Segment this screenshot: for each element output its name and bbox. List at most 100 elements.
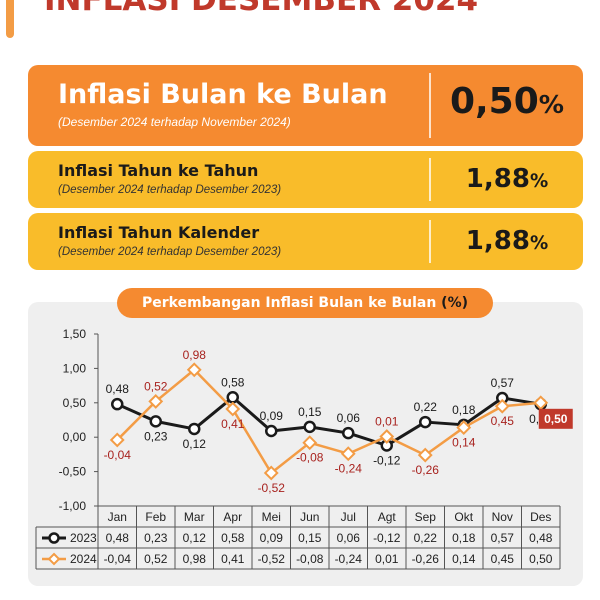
x-category-label: Apr <box>223 510 242 524</box>
card-value-number: 1,88 <box>465 226 530 256</box>
series-2023-table-value: -0,12 <box>373 531 401 545</box>
series-2023-data-label: 0,57 <box>491 376 515 390</box>
card-subtitle: (Desember 2024 terhadap November 2024) <box>58 115 291 129</box>
title-accent-bar <box>6 0 14 38</box>
series-2023-line <box>116 395 541 447</box>
y-tick-label: 0,00 <box>63 430 87 444</box>
series-2023-table-value: 0,48 <box>529 531 553 545</box>
series-2023-table-value: 0,22 <box>414 531 438 545</box>
card-value-unit: % <box>538 90 565 119</box>
series-2024-data-label: 0,14 <box>452 436 476 450</box>
card-subtitle: (Desember 2024 terhadap Desember 2023) <box>58 184 282 196</box>
series-2024-data-label: 0,45 <box>491 414 515 428</box>
series-2024-point <box>109 432 125 448</box>
series-2023-table-value: 0,18 <box>452 531 476 545</box>
y-tick-label: 0,50 <box>63 396 87 410</box>
series-2023-table-value: 0,58 <box>221 531 245 545</box>
series-2023-table-value: 0,12 <box>183 531 207 545</box>
series-2024-table-value: 0,41 <box>221 552 245 566</box>
series-2023-data-label: 0,09 <box>260 409 284 423</box>
series-2024-point <box>263 465 279 481</box>
x-category-label: Mar <box>184 510 205 524</box>
series-2023-table-value: 0,15 <box>298 531 322 545</box>
series-2024-table-value: -0,24 <box>335 552 363 566</box>
series-2024-point <box>379 429 395 444</box>
series-2023-point <box>111 397 124 411</box>
series-2024-data-label: -0,24 <box>335 462 363 476</box>
series-2024-table-value: 0,52 <box>144 552 168 566</box>
series-2024-table-value: 0,45 <box>491 552 515 566</box>
series-2024-data-label: 0,01 <box>375 415 399 429</box>
card-value-unit: % <box>529 233 549 254</box>
series-2023-data-label: 0,18 <box>452 403 476 417</box>
series-2024-table-value: -0,52 <box>258 552 286 566</box>
series-2023-table-value: 0,09 <box>260 531 284 545</box>
x-category-label: Agt <box>378 510 397 524</box>
series-2024-data-label: -0,08 <box>296 451 324 465</box>
series-2023-data-label: 0,48 <box>106 382 130 396</box>
series-2023-point <box>342 426 355 440</box>
series-2023-point <box>188 422 201 436</box>
card-yoy-inflation: Inflasi Tahun ke Tahun (Desember 2024 te… <box>28 151 583 208</box>
card-divider <box>429 158 431 201</box>
series-2023-point <box>149 415 162 428</box>
series-2024-point <box>148 394 164 409</box>
series-2024-table-value: 0,01 <box>375 552 399 566</box>
series-2024-data-label: -0,26 <box>412 463 440 477</box>
series-2024-table-value: -0,04 <box>104 552 132 566</box>
series-2024-table-value: 0,14 <box>452 552 476 566</box>
page-title: INFLASI DESEMBER 2024 <box>44 0 479 18</box>
x-category-label: Okt <box>454 510 473 524</box>
series-2023-data-label: 0,58 <box>221 375 245 389</box>
card-label: Inflasi Tahun ke Tahun <box>58 161 259 180</box>
series-2023-data-label: -0,12 <box>373 453 401 467</box>
y-tick-label: 1,50 <box>63 327 87 341</box>
card-mtm-inflation: Inflasi Bulan ke Bulan (Desember 2024 te… <box>28 65 583 146</box>
series-2023-table-value: 0,23 <box>144 531 168 545</box>
card-value-unit: % <box>529 171 549 192</box>
series-2023-data-label: 0,15 <box>298 405 322 419</box>
x-category-label: Jul <box>341 510 356 524</box>
x-category-label: Jun <box>300 510 319 524</box>
series-2023-legend-marker <box>48 532 60 544</box>
series-2024-data-label: 0,52 <box>144 379 168 393</box>
series-2024-point <box>186 362 202 378</box>
series-2024-table-value: 0,98 <box>183 552 207 566</box>
series-2023-point <box>419 415 432 429</box>
series-2024-point <box>302 435 318 451</box>
y-tick-label: -0,50 <box>59 465 87 479</box>
x-category-label: Mei <box>262 510 281 524</box>
card-value-number: 0,50 <box>449 81 539 122</box>
series-2023-data-label: 0,22 <box>414 400 438 414</box>
card-value: 1,88% <box>431 164 583 194</box>
card-value: 0,50% <box>431 81 583 122</box>
series-2023-legend-name: 2023 <box>70 531 97 545</box>
series-2023-point <box>226 391 239 404</box>
series-2023-point <box>265 424 278 438</box>
series-2024-point <box>225 401 241 417</box>
card-divider <box>429 220 431 263</box>
series-2023-point <box>303 420 316 434</box>
series-2023-table-value: 0,48 <box>106 531 130 545</box>
series-2024-legend-marker <box>47 552 61 566</box>
y-tick-label: -1,00 <box>59 499 87 513</box>
card-divider <box>429 73 431 138</box>
y-tick-label: 1,00 <box>63 361 87 375</box>
card-value: 1,88% <box>431 226 583 256</box>
series-2023-data-label: 0,12 <box>183 437 207 451</box>
series-2024-data-label: 0,50 <box>544 412 568 426</box>
series-2024-line <box>116 368 541 475</box>
chart-title-text: Perkembangan Inflasi Bulan ke Bulan <box>141 295 437 311</box>
x-category-label: Des <box>530 510 551 524</box>
series-2024-legend-name: 2024 <box>70 552 97 566</box>
series-2024-data-label: -0,52 <box>258 481 286 495</box>
series-2024-data-label: 0,41 <box>221 417 245 431</box>
series-2024-point <box>456 420 472 435</box>
x-category-label: Feb <box>145 510 166 524</box>
series-2024-data-label: -0,04 <box>104 448 132 462</box>
series-2024-point <box>417 447 433 463</box>
card-label: Inflasi Tahun Kalender <box>58 223 260 242</box>
series-2024-table-value: 0,50 <box>529 552 553 566</box>
series-2023-data-label: 0,06 <box>337 411 361 425</box>
